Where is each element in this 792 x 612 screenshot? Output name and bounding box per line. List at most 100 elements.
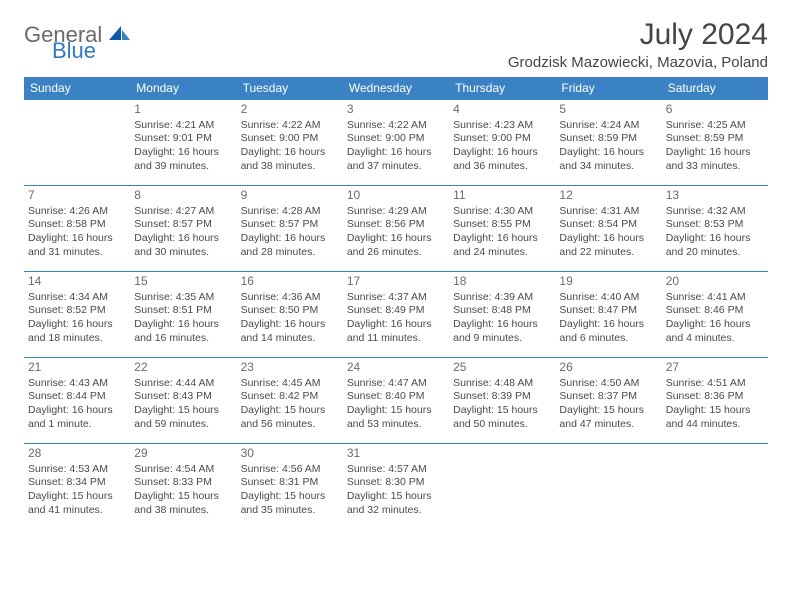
day-number: 2 bbox=[241, 102, 339, 118]
sunrise-text: Sunrise: 4:44 AM bbox=[134, 377, 232, 391]
sunset-text: Sunset: 8:48 PM bbox=[453, 304, 551, 318]
calendar-day-cell: 31Sunrise: 4:57 AMSunset: 8:30 PMDayligh… bbox=[343, 444, 449, 530]
sunrise-text: Sunrise: 4:56 AM bbox=[241, 463, 339, 477]
sunrise-text: Sunrise: 4:40 AM bbox=[559, 291, 657, 305]
daylight-text: Daylight: 16 hours and 37 minutes. bbox=[347, 146, 445, 173]
sunrise-text: Sunrise: 4:39 AM bbox=[453, 291, 551, 305]
day-number: 19 bbox=[559, 274, 657, 290]
daylight-text: Daylight: 16 hours and 18 minutes. bbox=[28, 318, 126, 345]
sunrise-text: Sunrise: 4:43 AM bbox=[28, 377, 126, 391]
calendar-day-cell: 16Sunrise: 4:36 AMSunset: 8:50 PMDayligh… bbox=[237, 272, 343, 358]
sunset-text: Sunset: 8:30 PM bbox=[347, 476, 445, 490]
day-number: 31 bbox=[347, 446, 445, 462]
calendar-day-cell: 14Sunrise: 4:34 AMSunset: 8:52 PMDayligh… bbox=[24, 272, 130, 358]
weekday-header: Wednesday bbox=[343, 77, 449, 100]
calendar-week-row: 28Sunrise: 4:53 AMSunset: 8:34 PMDayligh… bbox=[24, 444, 768, 530]
calendar-day-cell: 4Sunrise: 4:23 AMSunset: 9:00 PMDaylight… bbox=[449, 100, 555, 186]
daylight-text: Daylight: 16 hours and 26 minutes. bbox=[347, 232, 445, 259]
location: Grodzisk Mazowiecki, Mazovia, Poland bbox=[508, 54, 768, 71]
day-number: 17 bbox=[347, 274, 445, 290]
daylight-text: Daylight: 16 hours and 16 minutes. bbox=[134, 318, 232, 345]
calendar-day-cell: 12Sunrise: 4:31 AMSunset: 8:54 PMDayligh… bbox=[555, 186, 661, 272]
sunset-text: Sunset: 8:55 PM bbox=[453, 218, 551, 232]
calendar-day-cell: 17Sunrise: 4:37 AMSunset: 8:49 PMDayligh… bbox=[343, 272, 449, 358]
sunset-text: Sunset: 8:36 PM bbox=[666, 390, 764, 404]
daylight-text: Daylight: 16 hours and 4 minutes. bbox=[666, 318, 764, 345]
day-number: 21 bbox=[28, 360, 126, 376]
day-number: 22 bbox=[134, 360, 232, 376]
sunrise-text: Sunrise: 4:28 AM bbox=[241, 205, 339, 219]
day-number: 23 bbox=[241, 360, 339, 376]
sunset-text: Sunset: 9:00 PM bbox=[453, 132, 551, 146]
calendar-day-cell: 26Sunrise: 4:50 AMSunset: 8:37 PMDayligh… bbox=[555, 358, 661, 444]
calendar-week-row: 7Sunrise: 4:26 AMSunset: 8:58 PMDaylight… bbox=[24, 186, 768, 272]
daylight-text: Daylight: 15 hours and 38 minutes. bbox=[134, 490, 232, 517]
sunset-text: Sunset: 8:42 PM bbox=[241, 390, 339, 404]
sunrise-text: Sunrise: 4:32 AM bbox=[666, 205, 764, 219]
weekday-header: Thursday bbox=[449, 77, 555, 100]
daylight-text: Daylight: 16 hours and 38 minutes. bbox=[241, 146, 339, 173]
calendar-day-cell: 11Sunrise: 4:30 AMSunset: 8:55 PMDayligh… bbox=[449, 186, 555, 272]
day-number: 15 bbox=[134, 274, 232, 290]
sunrise-text: Sunrise: 4:26 AM bbox=[28, 205, 126, 219]
sunset-text: Sunset: 8:50 PM bbox=[241, 304, 339, 318]
sunrise-text: Sunrise: 4:54 AM bbox=[134, 463, 232, 477]
sunrise-text: Sunrise: 4:53 AM bbox=[28, 463, 126, 477]
day-number: 26 bbox=[559, 360, 657, 376]
daylight-text: Daylight: 16 hours and 28 minutes. bbox=[241, 232, 339, 259]
sunset-text: Sunset: 8:37 PM bbox=[559, 390, 657, 404]
sunrise-text: Sunrise: 4:22 AM bbox=[347, 119, 445, 133]
daylight-text: Daylight: 15 hours and 56 minutes. bbox=[241, 404, 339, 431]
day-number: 6 bbox=[666, 102, 764, 118]
sunset-text: Sunset: 9:00 PM bbox=[347, 132, 445, 146]
weekday-header: Friday bbox=[555, 77, 661, 100]
sunrise-text: Sunrise: 4:36 AM bbox=[241, 291, 339, 305]
sunrise-text: Sunrise: 4:45 AM bbox=[241, 377, 339, 391]
sunset-text: Sunset: 8:49 PM bbox=[347, 304, 445, 318]
weekday-header: Tuesday bbox=[237, 77, 343, 100]
daylight-text: Daylight: 15 hours and 47 minutes. bbox=[559, 404, 657, 431]
day-number: 25 bbox=[453, 360, 551, 376]
daylight-text: Daylight: 16 hours and 24 minutes. bbox=[453, 232, 551, 259]
sunrise-text: Sunrise: 4:22 AM bbox=[241, 119, 339, 133]
day-number: 4 bbox=[453, 102, 551, 118]
calendar-day-cell: 18Sunrise: 4:39 AMSunset: 8:48 PMDayligh… bbox=[449, 272, 555, 358]
sunset-text: Sunset: 8:53 PM bbox=[666, 218, 764, 232]
sunset-text: Sunset: 8:54 PM bbox=[559, 218, 657, 232]
daylight-text: Daylight: 16 hours and 39 minutes. bbox=[134, 146, 232, 173]
daylight-text: Daylight: 15 hours and 41 minutes. bbox=[28, 490, 126, 517]
sunset-text: Sunset: 8:44 PM bbox=[28, 390, 126, 404]
day-number: 14 bbox=[28, 274, 126, 290]
sunrise-text: Sunrise: 4:24 AM bbox=[559, 119, 657, 133]
sunset-text: Sunset: 8:43 PM bbox=[134, 390, 232, 404]
daylight-text: Daylight: 16 hours and 33 minutes. bbox=[666, 146, 764, 173]
logo: General Blue bbox=[24, 24, 131, 62]
daylight-text: Daylight: 15 hours and 59 minutes. bbox=[134, 404, 232, 431]
calendar-day-cell: 13Sunrise: 4:32 AMSunset: 8:53 PMDayligh… bbox=[662, 186, 768, 272]
daylight-text: Daylight: 15 hours and 50 minutes. bbox=[453, 404, 551, 431]
calendar-day-cell: 22Sunrise: 4:44 AMSunset: 8:43 PMDayligh… bbox=[130, 358, 236, 444]
day-number: 10 bbox=[347, 188, 445, 204]
sunrise-text: Sunrise: 4:51 AM bbox=[666, 377, 764, 391]
sunrise-text: Sunrise: 4:21 AM bbox=[134, 119, 232, 133]
calendar-day-cell: 15Sunrise: 4:35 AMSunset: 8:51 PMDayligh… bbox=[130, 272, 236, 358]
sunrise-text: Sunrise: 4:23 AM bbox=[453, 119, 551, 133]
sunset-text: Sunset: 8:52 PM bbox=[28, 304, 126, 318]
day-number: 8 bbox=[134, 188, 232, 204]
sunrise-text: Sunrise: 4:25 AM bbox=[666, 119, 764, 133]
daylight-text: Daylight: 16 hours and 34 minutes. bbox=[559, 146, 657, 173]
sunrise-text: Sunrise: 4:31 AM bbox=[559, 205, 657, 219]
weekday-header: Sunday bbox=[24, 77, 130, 100]
logo-text-blue: Blue bbox=[52, 40, 131, 62]
calendar-day-cell: 21Sunrise: 4:43 AMSunset: 8:44 PMDayligh… bbox=[24, 358, 130, 444]
sunrise-text: Sunrise: 4:48 AM bbox=[453, 377, 551, 391]
sunset-text: Sunset: 8:56 PM bbox=[347, 218, 445, 232]
calendar-day-cell: 3Sunrise: 4:22 AMSunset: 9:00 PMDaylight… bbox=[343, 100, 449, 186]
sunrise-text: Sunrise: 4:57 AM bbox=[347, 463, 445, 477]
sunset-text: Sunset: 8:33 PM bbox=[134, 476, 232, 490]
sunrise-text: Sunrise: 4:37 AM bbox=[347, 291, 445, 305]
calendar-day-cell: 25Sunrise: 4:48 AMSunset: 8:39 PMDayligh… bbox=[449, 358, 555, 444]
calendar-day-cell: 1Sunrise: 4:21 AMSunset: 9:01 PMDaylight… bbox=[130, 100, 236, 186]
header: General Blue July 2024 Grodzisk Mazowiec… bbox=[24, 18, 768, 71]
calendar-day-cell: 9Sunrise: 4:28 AMSunset: 8:57 PMDaylight… bbox=[237, 186, 343, 272]
